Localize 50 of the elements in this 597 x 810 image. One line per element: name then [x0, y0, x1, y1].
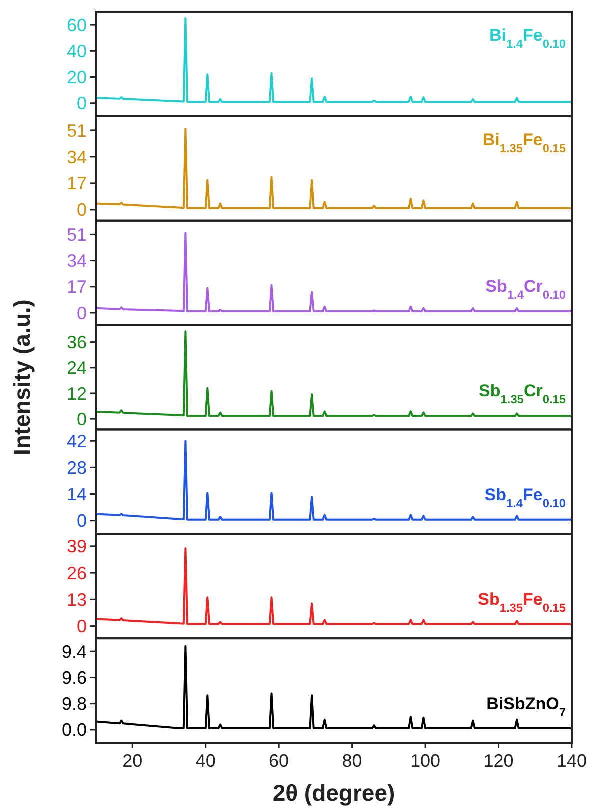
y-tick-label: 13 [66, 590, 87, 610]
y-tick-label: 0 [76, 511, 87, 532]
y-tick-label: 36 [66, 332, 87, 353]
y-tick-label: 0 [76, 409, 87, 430]
y-tick-label: 17 [66, 277, 87, 298]
y-tick-label: 60 [66, 15, 87, 36]
y-tick-label: 34 [66, 147, 87, 168]
y-axis-title: Intensity (a.u.) [9, 300, 35, 456]
y-tick-label: 28 [66, 458, 87, 478]
y-tick-label: 34 [66, 251, 87, 272]
series-label: Sb$_{1.35}$Fe$_{0.15}$ [478, 590, 566, 616]
line-series [96, 128, 572, 210]
x-tick-label: 120 [484, 751, 514, 771]
y-tick-label: 14 [66, 484, 87, 505]
text: 9.6 [62, 668, 87, 688]
x-tick-label: 60 [269, 751, 290, 771]
y-tick-label: 51 [66, 224, 87, 245]
x-tick-label: 140 [556, 751, 588, 771]
series-label: Sb$_{1.4}$Fe$_{0.10}$ [484, 486, 566, 511]
x-tick-label: 20 [122, 751, 143, 771]
y-tick-label: 0 [76, 94, 87, 114]
x-tick-label: 100 [410, 751, 441, 771]
y-tick-label: 0 [76, 616, 87, 637]
y-tick-label: 39 [66, 536, 87, 557]
y-tick-label: 26 [66, 563, 87, 584]
text: 0.0 [62, 720, 87, 740]
x-axis-title: 2θ (degree) [272, 780, 396, 806]
y-tick-label: 24 [66, 358, 87, 378]
y-tick-label: 20 [66, 68, 87, 88]
y-tick-label: 0 [76, 200, 87, 220]
y-tick-label: 42 [66, 431, 87, 452]
text: 9.4 [62, 642, 87, 662]
text: Bi$_{1.35}$Fe$_{0.15}$ [482, 130, 566, 156]
y-tick-label: 12 [66, 384, 87, 404]
line-series [96, 232, 572, 312]
line-series [96, 440, 572, 521]
series-label: BiSbZnO$_{7}$ [486, 694, 566, 720]
y-tick-label: 0 [76, 303, 87, 324]
series-label: Sb$_{1.4}$Cr$_{0.10}$ [486, 276, 566, 302]
line-series [96, 330, 572, 418]
text: Bi$_{1.4}$Fe$_{0.10}$ [489, 26, 566, 52]
line-series [96, 18, 572, 104]
y-tick-label: 51 [66, 120, 87, 141]
x-tick-label: 80 [342, 751, 362, 771]
line-series [96, 547, 572, 626]
y-tick-label: 17 [66, 174, 87, 194]
text: 9.8 [62, 694, 87, 714]
x-tick-label: 40 [196, 751, 216, 771]
y-tick-label: 40 [66, 41, 87, 62]
series-label: Sb$_{1.35}$Cr$_{0.15}$ [479, 381, 566, 406]
